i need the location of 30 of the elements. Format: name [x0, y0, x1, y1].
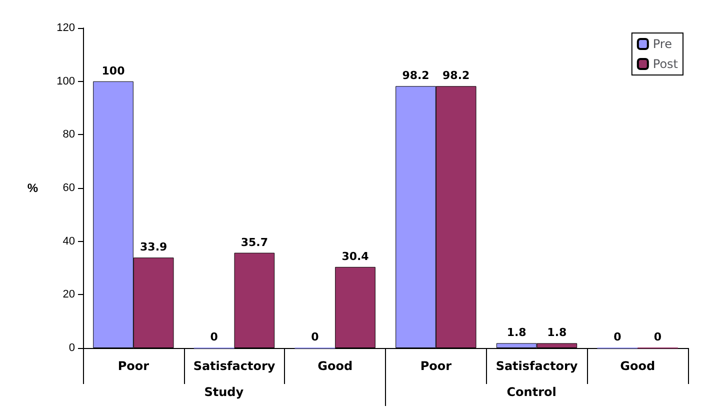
data-label: 1.8 — [547, 326, 567, 340]
x-tick-label: Good — [318, 359, 353, 373]
data-label: 30.4 — [342, 250, 370, 263]
y-tick-label: 0 — [68, 342, 75, 354]
data-label: 0 — [210, 330, 218, 344]
legend-label: Pre — [652, 37, 672, 51]
data-label: 0 — [311, 330, 320, 344]
data-label: 35.7 — [240, 236, 268, 249]
x-tick-label: Poor — [118, 359, 150, 373]
y-tick-label: 120 — [56, 22, 75, 34]
y-tick-label: 80 — [62, 128, 75, 141]
x-tick-label: Satisfactory — [496, 359, 578, 373]
legend-label: Post — [652, 57, 678, 71]
data-label: 0 — [654, 330, 662, 344]
data-label: 98.2 — [442, 69, 470, 82]
y-tick-label: 20 — [62, 288, 75, 301]
text: Study — [204, 385, 244, 399]
text: Control — [506, 385, 556, 399]
y-axis-title: % — [27, 181, 38, 195]
data-label: 98.2 — [402, 69, 430, 82]
data-label: 0 — [614, 330, 622, 344]
x-tick-label: Poor — [420, 359, 452, 373]
x-tick-label: Good — [620, 359, 656, 373]
y-tick-label: 100 — [56, 75, 75, 88]
data-label: 1.8 — [506, 326, 526, 340]
x-tick-label: Satisfactory — [193, 359, 276, 373]
y-tick-label: 60 — [62, 182, 75, 194]
y-tick-label: 40 — [62, 235, 75, 248]
data-label: 100 — [102, 64, 126, 78]
data-label: 33.9 — [140, 240, 168, 254]
